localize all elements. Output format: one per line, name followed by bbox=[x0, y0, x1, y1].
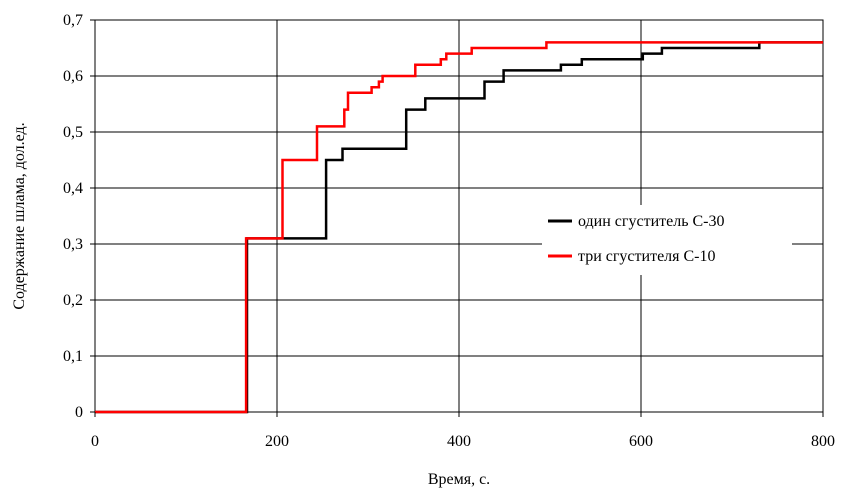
x-tick-label: 800 bbox=[811, 433, 835, 450]
legend-box bbox=[542, 205, 792, 275]
legend-label-three-thickeners: три сгустителя С-10 bbox=[578, 248, 716, 265]
x-tick-label: 600 bbox=[629, 433, 653, 450]
y-tick-label: 0,4 bbox=[63, 180, 83, 197]
series-line-three-thickeners bbox=[95, 41, 823, 414]
y-tick-label: 0,2 bbox=[63, 292, 83, 309]
y-tick-label: 0 bbox=[75, 404, 83, 421]
y-axis-label: Содержание шлама, дол.ед. bbox=[11, 122, 28, 309]
y-tick-label: 0,7 bbox=[63, 12, 83, 29]
x-tick-label: 200 bbox=[265, 433, 289, 450]
y-tick-label: 0,1 bbox=[63, 348, 83, 365]
series-lines bbox=[95, 41, 823, 414]
legend-label-one-thickener: один сгуститель С-30 bbox=[578, 213, 725, 230]
x-axis-label: Время, с. bbox=[428, 471, 490, 488]
grid-lines bbox=[95, 20, 823, 412]
x-tick-label: 0 bbox=[91, 433, 99, 450]
legend: один сгуститель С-30 три сгустителя С-10 bbox=[542, 205, 792, 275]
y-tick-label: 0,6 bbox=[63, 68, 83, 85]
x-tick-label: 400 bbox=[447, 433, 471, 450]
tick-labels: 0 200 400 600 800 0 0,1 0,2 0,3 0,4 0,5 0,6 0,7 bbox=[63, 12, 835, 450]
y-tick-label: 0,5 bbox=[63, 124, 83, 141]
series-line-one-thickener bbox=[95, 41, 823, 414]
y-tick-label: 0,3 bbox=[63, 236, 83, 253]
